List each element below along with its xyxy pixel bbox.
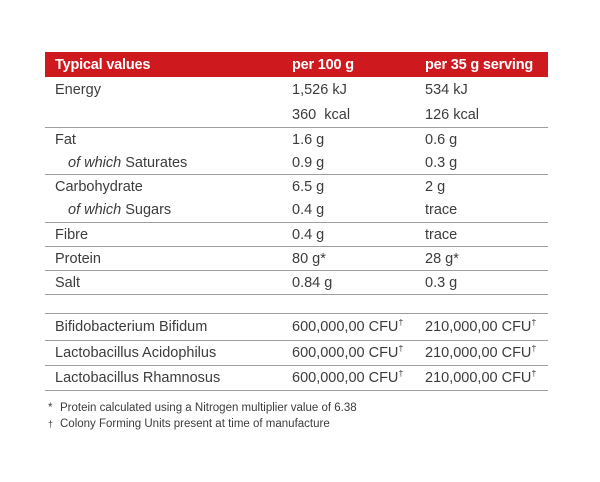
value-per-35g: 534 kJ bbox=[425, 81, 468, 98]
table-row-salt: Salt 0.84 g 0.3 g bbox=[45, 271, 548, 294]
row-divider bbox=[45, 390, 548, 391]
row-label: Fat bbox=[55, 131, 76, 148]
row-label: of which Sugars bbox=[45, 202, 292, 218]
value-per-100g: 600,000,00 CFU† bbox=[292, 319, 404, 335]
footnote-text: Colony Forming Units present at time of … bbox=[60, 418, 330, 430]
header-per-35g-serving: per 35 g serving bbox=[425, 56, 534, 73]
row-divider bbox=[45, 365, 548, 366]
of-which-italic: of which bbox=[68, 154, 122, 171]
dagger-marker: † bbox=[48, 419, 54, 429]
value-per-100g: 600,000,00 CFU† bbox=[292, 345, 404, 361]
row-divider bbox=[45, 340, 548, 341]
value-per-35g: 2 g bbox=[425, 178, 446, 195]
row-label: Lactobacillus Rhamnosus bbox=[55, 370, 221, 386]
row-divider bbox=[45, 127, 548, 128]
table-row-protein: Protein 80 g* 28 g* bbox=[45, 247, 548, 270]
table-row-energy-kj: Energy 1,526 kJ 534 kJ bbox=[45, 77, 548, 102]
table-header: Typical values per 100 g per 35 g servin… bbox=[45, 52, 548, 77]
table-row-fibre: Fibre 0.4 g trace bbox=[45, 223, 548, 246]
row-divider bbox=[45, 294, 548, 295]
row-label: Protein bbox=[55, 250, 101, 267]
value-per-100g: 1.6 g bbox=[292, 131, 325, 148]
table-row-lactobacillus-rhamnosus: Lactobacillus Rhamnosus 600,000,00 CFU† … bbox=[45, 366, 548, 390]
of-which-italic: of which bbox=[68, 202, 122, 218]
value-per-100g: 0.4 g bbox=[292, 226, 325, 243]
row-divider bbox=[45, 222, 548, 223]
row-divider bbox=[45, 246, 548, 247]
row-label: of which Saturates bbox=[45, 155, 292, 171]
dagger-superscript: † bbox=[531, 319, 537, 328]
value-per-100g: 0.9 g bbox=[292, 154, 325, 171]
row-label: Fibre bbox=[55, 226, 89, 243]
value-per-35g: 210,000,00 CFU† bbox=[425, 345, 537, 361]
table-row-fat: Fat 1.6 g 0.6 g bbox=[45, 128, 548, 151]
value-per-35g: 210,000,00 CFU† bbox=[425, 319, 537, 335]
table-row-saturates: of which Saturates 0.9 g 0.3 g bbox=[45, 151, 548, 174]
row-divider bbox=[45, 270, 548, 271]
value-per-35g: trace bbox=[425, 226, 458, 243]
asterisk-marker: * bbox=[48, 402, 53, 414]
row-label: Bifidobacterium Bifidum bbox=[55, 319, 208, 335]
value-per-35g: 0.3 g bbox=[425, 154, 458, 171]
footnote-protein: * Protein calculated using a Nitrogen mul… bbox=[48, 400, 357, 416]
table-row-lactobacillus-acidophilus: Lactobacillus Acidophilus 600,000,00 CFU… bbox=[45, 341, 548, 365]
row-divider bbox=[45, 174, 548, 175]
value-per-35g: trace bbox=[425, 202, 458, 218]
value-per-100g: 360 kcal bbox=[292, 106, 351, 123]
dagger-superscript: † bbox=[531, 370, 537, 379]
value-per-35g: 28 g* bbox=[425, 250, 459, 267]
value-per-35g: 0.3 g bbox=[425, 274, 458, 291]
footnotes: * Protein calculated using a Nitrogen mul… bbox=[48, 400, 357, 432]
value-per-100g: 6.5 g bbox=[292, 178, 325, 195]
value-per-100g: 1,526 kJ bbox=[292, 81, 347, 98]
value-per-100g: 0.84 g bbox=[292, 274, 333, 291]
table-row-bifidobacterium-bifidum: Bifidobacterium Bifidum 600,000,00 CFU† … bbox=[45, 314, 548, 340]
footnote-cfu: † Colony Forming Units present at time of… bbox=[48, 416, 357, 432]
header-per-100g: per 100 g bbox=[292, 56, 354, 73]
row-label-rest: Saturates bbox=[121, 154, 188, 171]
nutrition-table: Typical values per 100 g per 35 g servin… bbox=[45, 52, 548, 391]
row-label: Salt bbox=[55, 274, 80, 291]
dagger-superscript: † bbox=[398, 319, 404, 328]
row-label: Energy bbox=[55, 81, 101, 98]
section-divider bbox=[45, 313, 548, 314]
value-per-100g: 80 g* bbox=[292, 250, 326, 267]
table-row-carbohydrate: Carbohydrate 6.5 g 2 g bbox=[45, 175, 548, 198]
dagger-superscript: † bbox=[531, 345, 537, 354]
row-label-rest: Sugars bbox=[121, 202, 172, 218]
table-row-energy-kcal: 360 kcal 126 kcal bbox=[45, 102, 548, 127]
value-per-35g: 210,000,00 CFU† bbox=[425, 370, 537, 386]
table-row-sugars: of which Sugars 0.4 g trace bbox=[45, 198, 548, 222]
value-per-35g: 0.6 g bbox=[425, 131, 458, 148]
value-per-100g: 0.4 g bbox=[292, 202, 325, 218]
row-label: Carbohydrate bbox=[55, 178, 143, 195]
footnote-text: Protein calculated using a Nitrogen mult… bbox=[60, 402, 357, 414]
row-label: Lactobacillus Acidophilus bbox=[55, 345, 217, 361]
section-gap bbox=[45, 295, 548, 313]
value-per-100g: 600,000,00 CFU† bbox=[292, 370, 404, 386]
dagger-superscript: † bbox=[398, 345, 404, 354]
header-typical-values: Typical values bbox=[55, 56, 151, 73]
dagger-superscript: † bbox=[398, 370, 404, 379]
value-per-35g: 126 kcal bbox=[425, 106, 480, 123]
